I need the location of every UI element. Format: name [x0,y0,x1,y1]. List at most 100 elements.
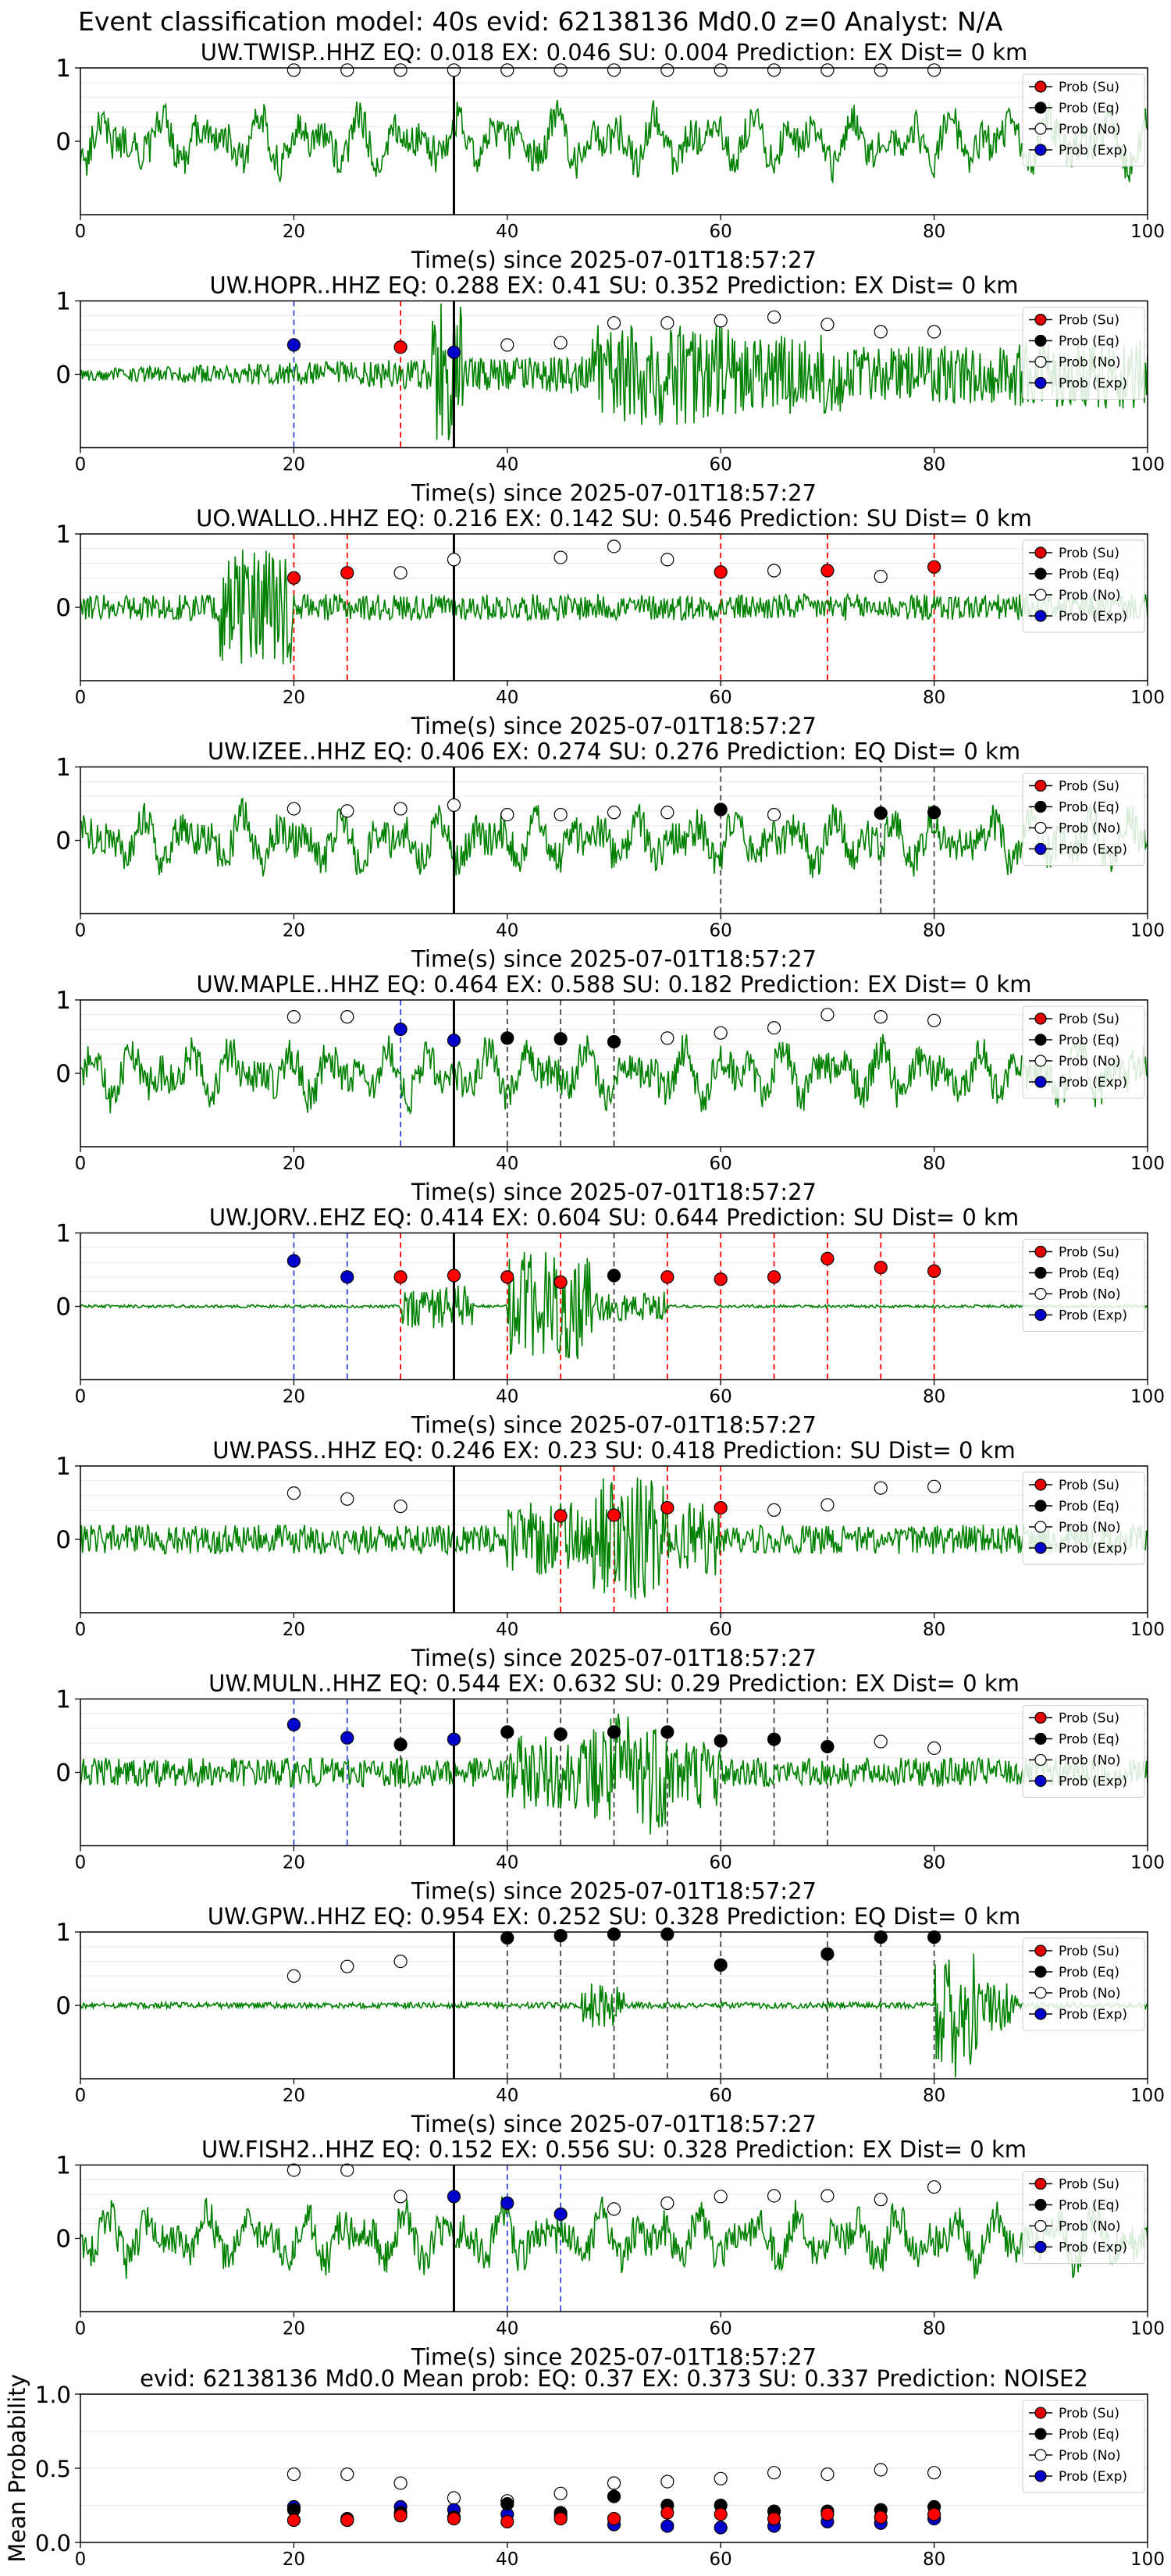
legend-label: Prob (No) [1059,1287,1121,1303]
x-tick-label: 0 [75,688,87,708]
prob-marker-no [500,63,514,77]
prob-marker-no [927,1479,941,1493]
panel-title: UW.TWISP..HHZ EQ: 0.018 EX: 0.046 SU: 0.… [201,39,1027,66]
legend-marker [1034,2428,1047,2440]
x-tick-label: 60 [710,1620,732,1640]
legend: Prob (Su) Prob (Eq) Prob (No) Prob (Exp) [1022,1705,1145,1798]
x-tick-label: 0 [75,921,87,941]
prob-marker-no [767,63,781,77]
prob-marker-su [393,340,408,354]
x-tick-label: 40 [496,921,518,941]
legend-label: Prob (Eq) [1059,2427,1119,2443]
prob-marker-no [393,63,408,77]
prob-marker-eq [553,1032,568,1046]
legend-marker [1034,1055,1047,1067]
legend-marker [1034,313,1047,326]
prob-marker-no [287,2467,301,2482]
x-tick-label: 60 [710,1154,732,1174]
x-tick-label: 80 [923,1154,945,1174]
legend-marker [1034,1500,1047,1512]
legend-box [1022,1937,1145,2031]
legend-marker [1034,610,1047,622]
prob-marker-no [874,63,888,77]
legend-marker [1034,144,1047,156]
waveform-trace [80,1953,1148,2078]
x-axis-label: Time(s) since 2025-07-01T18:57:27 [411,1412,817,1439]
x-tick-label: 100 [1130,222,1165,242]
prob-marker-no [927,1741,941,1756]
prob-marker-su [553,1275,568,1290]
axes-frame [80,67,1148,215]
waveform-trace [80,1477,1148,1599]
prob-marker-su [660,2506,674,2520]
prob-marker-exp [500,2196,514,2210]
prob-marker-no [447,553,461,567]
x-tick-label: 20 [283,1853,305,1873]
prob-marker-no [393,802,408,816]
prob-marker-su [874,2510,888,2524]
prob-marker-eq [660,1927,674,1941]
prob-marker-no [340,1959,354,1973]
prob-marker-no [340,1010,354,1024]
legend-label: Prob (Exp) [1059,609,1127,624]
y-axis-label: Mean Probability [4,2374,30,2563]
legend-label: Prob (No) [1059,821,1121,837]
legend-marker [1034,1034,1047,1046]
x-axis-label: Time(s) since 2025-07-01T18:57:27 [411,2344,817,2371]
prob-marker-eq [927,806,941,820]
legend-label: Prob (No) [1059,1753,1121,1769]
prob-marker-su [767,1270,781,1284]
prob-marker-no [767,310,781,324]
prob-marker-no [767,1503,781,1517]
prob-marker-no [607,316,621,330]
legend-label: Prob (No) [1059,355,1121,371]
legend-marker [1034,2177,1047,2190]
panel-4: UW.IZEE..HHZ EQ: 0.406 EX: 0.274 SU: 0.2… [55,738,1165,973]
legend-box [1022,539,1145,633]
prob-marker-no [714,63,728,77]
prob-marker-no [607,63,621,77]
legend-marker [1034,123,1047,135]
prob-marker-no [607,806,621,820]
legend-label: Prob (Exp) [1059,1541,1127,1557]
prob-marker-no [927,2180,941,2194]
prob-marker-no [767,807,781,822]
legend-marker [1034,376,1047,390]
legend-marker [1034,1753,1047,1767]
prob-marker-exp [553,2207,568,2222]
prob-marker-no [660,2475,674,2489]
legend-label: Prob (Su) [1059,2177,1119,2193]
x-tick-label: 20 [283,1154,305,1174]
legend-label: Prob (No) [1059,2448,1121,2464]
legend-marker [1034,1542,1047,1554]
x-tick-label: 20 [283,2549,305,2570]
prob-marker-no [927,1013,941,1027]
panel-title: UW.PASS..HHZ EQ: 0.246 EX: 0.23 SU: 0.41… [212,1437,1015,1464]
y-tick-label: 0 [55,1992,71,2020]
y-tick-label: 1 [55,1919,71,1947]
y-tick-label: 0 [55,1759,71,1788]
legend-label: Prob (Exp) [1059,376,1127,392]
legend-label: Prob (Su) [1059,1944,1119,1959]
y-tick-label: 0 [55,2226,71,2254]
prob-marker-no [340,63,354,77]
waveform-trace [80,1251,1148,1360]
x-tick-label: 100 [1130,688,1165,708]
x-tick-label: 60 [710,1387,732,1407]
x-axis-label: Time(s) since 2025-07-01T18:57:27 [411,946,817,973]
prob-marker-no [607,539,621,553]
prob-marker-eq [607,1725,621,1739]
x-tick-label: 0 [75,2086,87,2106]
prob-marker-no [927,325,941,339]
prob-marker-no [714,2190,728,2204]
panel-6: UW.JORV..EHZ EQ: 0.414 EX: 0.604 SU: 0.6… [55,1204,1165,1439]
prob-marker-exp [447,1034,461,1048]
x-tick-label: 40 [496,1620,518,1640]
waveform-trace [80,2196,1148,2279]
panel-7: UW.PASS..HHZ EQ: 0.246 EX: 0.23 SU: 0.41… [55,1437,1165,1671]
prob-marker-eq [874,1930,888,1944]
x-axis-label: Time(s) since 2025-07-01T18:57:27 [411,1179,817,1205]
prob-marker-no [660,553,674,567]
panel-10: UW.FISH2..HHZ EQ: 0.152 EX: 0.556 SU: 0.… [55,2137,1165,2371]
